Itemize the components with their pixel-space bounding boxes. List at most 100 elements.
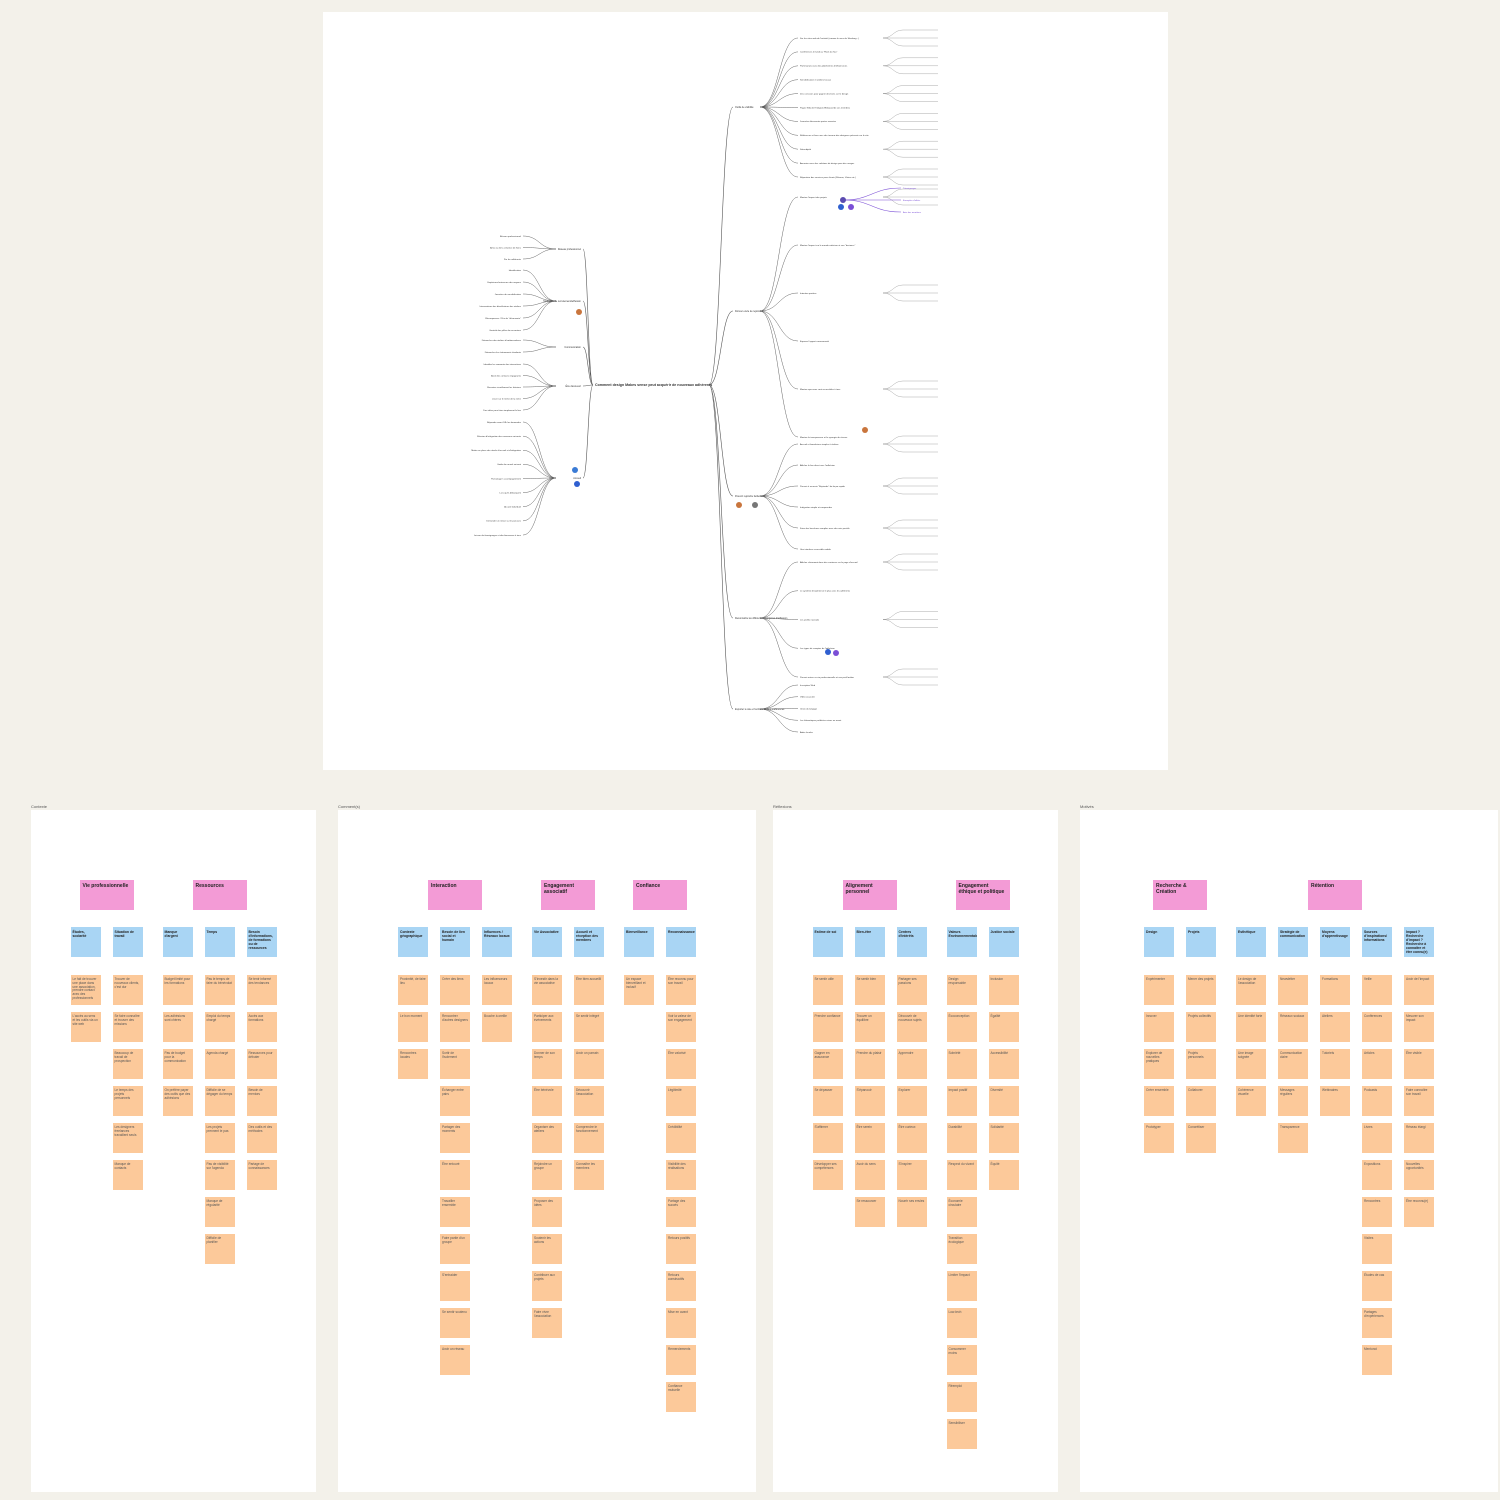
- collaborator-avatar[interactable]: [572, 467, 578, 473]
- insight-sticky[interactable]: Gagner en assurance: [812, 1049, 843, 1079]
- insight-sticky[interactable]: Les designers freelances travaillent seu…: [112, 1123, 143, 1153]
- insight-sticky[interactable]: Une image soignée: [1236, 1049, 1266, 1079]
- insight-sticky[interactable]: Rencontrer d'autres designers: [440, 1012, 470, 1042]
- theme-sticky[interactable]: Interaction: [428, 880, 482, 910]
- insight-sticky[interactable]: Difficile de planifier: [204, 1234, 235, 1264]
- insight-sticky[interactable]: Explorer de nouvelles pratiques: [1144, 1049, 1174, 1079]
- collaborator-avatar[interactable]: [736, 502, 742, 508]
- insight-sticky[interactable]: Légitimité: [666, 1086, 696, 1116]
- theme-sticky[interactable]: Recherche & Création: [1153, 880, 1207, 910]
- insight-sticky[interactable]: Apprendre: [896, 1049, 927, 1079]
- insight-sticky[interactable]: Inclusion: [988, 975, 1019, 1005]
- insight-sticky[interactable]: Formations: [1320, 975, 1350, 1005]
- collaborator-avatar[interactable]: [840, 197, 846, 203]
- insight-sticky[interactable]: Visibilité des réalisations: [666, 1160, 696, 1190]
- insight-sticky[interactable]: Réseau élargi: [1404, 1123, 1434, 1153]
- insight-sticky[interactable]: Visites: [1362, 1234, 1392, 1264]
- insight-sticky[interactable]: Les adhésions sont chères: [162, 1012, 193, 1042]
- insight-sticky[interactable]: Équité: [988, 1160, 1019, 1190]
- insight-sticky[interactable]: Retours constructifs: [666, 1271, 696, 1301]
- category-sticky[interactable]: Influences / Réseaux locaux: [482, 927, 512, 957]
- insight-sticky[interactable]: Organiser des ateliers: [532, 1123, 562, 1153]
- insight-sticky[interactable]: Être reconnu pour son travail: [666, 975, 696, 1005]
- insight-sticky[interactable]: Newsletter: [1278, 975, 1308, 1005]
- category-sticky[interactable]: Temps: [204, 927, 235, 957]
- insight-sticky[interactable]: Ateliers: [1320, 1012, 1350, 1042]
- insight-sticky[interactable]: Une identité forte: [1236, 1012, 1266, 1042]
- insight-sticky[interactable]: Podcasts: [1362, 1086, 1392, 1116]
- insight-sticky[interactable]: Retours positifs: [666, 1234, 696, 1264]
- insight-sticky[interactable]: Partager ses passions: [896, 975, 927, 1005]
- insight-sticky[interactable]: Crédibilité: [666, 1123, 696, 1153]
- insight-sticky[interactable]: L'accès au sens et les outils via un sit…: [70, 1012, 101, 1042]
- insight-sticky[interactable]: Emploi du temps chargé: [204, 1012, 235, 1042]
- insight-sticky[interactable]: Manque de contacts: [112, 1160, 143, 1190]
- insight-sticky[interactable]: Économie circulaire: [946, 1197, 977, 1227]
- insight-sticky[interactable]: Soutenir les actions: [532, 1234, 562, 1264]
- insight-sticky[interactable]: Un espace bienveillant et inclusif: [624, 975, 654, 1005]
- insight-sticky[interactable]: Être reconnu(e): [1404, 1197, 1434, 1227]
- category-sticky[interactable]: Justice sociale: [988, 927, 1019, 957]
- insight-sticky[interactable]: Trouver de nouveaux clients, c'est dur: [112, 975, 143, 1005]
- insight-sticky[interactable]: Partages d'expériences: [1362, 1308, 1392, 1338]
- category-sticky[interactable]: Besoin de lien social et humain: [440, 927, 470, 957]
- insight-sticky[interactable]: Créer ensemble: [1144, 1086, 1174, 1116]
- insight-sticky[interactable]: S'épanouir: [854, 1086, 885, 1116]
- category-sticky[interactable]: Bien-être: [854, 927, 885, 957]
- insight-sticky[interactable]: Faire connaître son travail: [1404, 1086, 1434, 1116]
- insight-sticky[interactable]: S'inspirer: [896, 1160, 927, 1190]
- insight-sticky[interactable]: Avoir de l'impact: [1404, 975, 1434, 1005]
- insight-sticky[interactable]: Pas le temps de faire du bénévolat: [204, 975, 235, 1005]
- category-sticky[interactable]: Vie Associative: [532, 927, 562, 957]
- insight-sticky[interactable]: Transition écologique: [946, 1234, 977, 1264]
- insight-sticky[interactable]: Égalité: [988, 1012, 1019, 1042]
- insight-sticky[interactable]: Projets collectifs: [1186, 1012, 1216, 1042]
- collaborator-avatar[interactable]: [825, 649, 831, 655]
- insight-sticky[interactable]: Être serein: [854, 1123, 885, 1153]
- insight-sticky[interactable]: Agenda chargé: [204, 1049, 235, 1079]
- insight-sticky[interactable]: Pas de budget pour la communication: [162, 1049, 193, 1079]
- insight-sticky[interactable]: Le bon moment: [398, 1012, 428, 1042]
- collaborator-avatar[interactable]: [752, 502, 758, 508]
- category-sticky[interactable]: Design: [1144, 927, 1174, 957]
- category-sticky[interactable]: Contexte géographique: [398, 927, 428, 957]
- insight-sticky[interactable]: Se sentir intégré: [574, 1012, 604, 1042]
- insight-sticky[interactable]: Rencontres: [1362, 1197, 1392, 1227]
- insight-sticky[interactable]: Veille: [1362, 975, 1392, 1005]
- insight-sticky[interactable]: Échanger entre pairs: [440, 1086, 470, 1116]
- insight-sticky[interactable]: Être curieux: [896, 1123, 927, 1153]
- insight-sticky[interactable]: Être visible: [1404, 1049, 1434, 1079]
- insight-sticky[interactable]: Se dépasser: [812, 1086, 843, 1116]
- insight-sticky[interactable]: Réseaux sociaux: [1278, 1012, 1308, 1042]
- insight-sticky[interactable]: Partager des moments: [440, 1123, 470, 1153]
- insight-sticky[interactable]: Expérimenter: [1144, 975, 1174, 1005]
- category-sticky[interactable]: Estime de soi: [812, 927, 843, 957]
- theme-sticky[interactable]: Alignement personnel: [842, 880, 897, 910]
- category-sticky[interactable]: Centres d'intérêts: [896, 927, 927, 957]
- insight-sticky[interactable]: Bouche à oreille: [482, 1012, 512, 1042]
- category-sticky[interactable]: Valeurs Environnementales: [946, 927, 977, 957]
- collaborator-avatar[interactable]: [862, 427, 868, 433]
- category-sticky[interactable]: Stratégie de communication: [1278, 927, 1308, 957]
- insight-sticky[interactable]: Innover: [1144, 1012, 1174, 1042]
- insight-sticky[interactable]: Participer aux événements: [532, 1012, 562, 1042]
- insight-sticky[interactable]: Consommer moins: [946, 1345, 977, 1375]
- insight-sticky[interactable]: S'investir dans la vie associative: [532, 975, 562, 1005]
- insight-sticky[interactable]: Design responsable: [946, 975, 977, 1005]
- insight-sticky[interactable]: Avoir un réseau: [440, 1345, 470, 1375]
- insight-sticky[interactable]: Connaître les membres: [574, 1160, 604, 1190]
- insight-sticky[interactable]: Limiter l'impact: [946, 1271, 977, 1301]
- insight-sticky[interactable]: Des outils et des méthodes: [246, 1123, 277, 1153]
- insight-sticky[interactable]: Être bien accueilli: [574, 975, 604, 1005]
- insight-sticky[interactable]: Besoin de mentors: [246, 1086, 277, 1116]
- insight-sticky[interactable]: Prendre confiance: [812, 1012, 843, 1042]
- insight-sticky[interactable]: Les projets prennent le pas: [204, 1123, 235, 1153]
- insight-sticky[interactable]: Beaucoup de travail de prospection: [112, 1049, 143, 1079]
- insight-sticky[interactable]: Découvrir de nouveaux sujets: [896, 1012, 927, 1042]
- insight-sticky[interactable]: Le design de l'association: [1236, 975, 1266, 1005]
- insight-sticky[interactable]: Accès aux formations: [246, 1012, 277, 1042]
- insight-sticky[interactable]: Concrétiser: [1186, 1123, 1216, 1153]
- insight-sticky[interactable]: Être valorisé: [666, 1049, 696, 1079]
- insight-sticky[interactable]: Être bénévole: [532, 1086, 562, 1116]
- insight-sticky[interactable]: Rejoindre un groupe: [532, 1160, 562, 1190]
